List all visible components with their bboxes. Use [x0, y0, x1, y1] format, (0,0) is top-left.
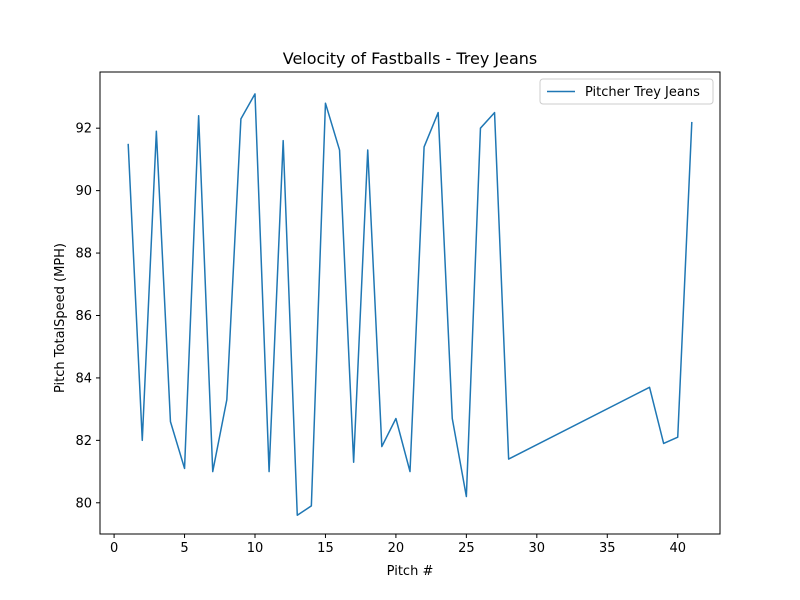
- legend-label: Pitcher Trey Jeans: [585, 85, 700, 100]
- y-tick-label: 86: [75, 309, 92, 324]
- chart-title: Velocity of Fastballs - Trey Jeans: [283, 49, 538, 68]
- x-tick-label: 15: [317, 541, 334, 556]
- x-tick-label: 30: [529, 541, 546, 556]
- plot-area: 0 5 10 15 20 25 30 35 40 80 82 84 86 88 90 92 Pitcher Tr…: [75, 71, 721, 556]
- x-axis-label: Pitch #: [387, 564, 434, 579]
- y-tick-label: 84: [75, 371, 92, 386]
- y-tick-label: 88: [75, 247, 92, 262]
- y-tick-label: 80: [75, 496, 92, 511]
- x-tick-label: 5: [180, 541, 188, 556]
- x-tick-label: 20: [388, 541, 405, 556]
- y-tick-label: 82: [75, 434, 92, 449]
- x-tick-label: 10: [247, 541, 264, 556]
- x-tick-label: 40: [669, 541, 686, 556]
- legend-box: [539, 78, 714, 105]
- axes-frame: [99, 71, 721, 535]
- x-tick-label: 35: [599, 541, 616, 556]
- series-line-0: [127, 93, 693, 517]
- y-tick-label: 90: [75, 184, 92, 199]
- x-tick-label: 0: [110, 541, 118, 556]
- y-tick-label: 92: [75, 122, 92, 137]
- y-axis-label: Pitch TotalSpeed (MPH): [53, 243, 68, 393]
- x-tick-label: 25: [458, 541, 475, 556]
